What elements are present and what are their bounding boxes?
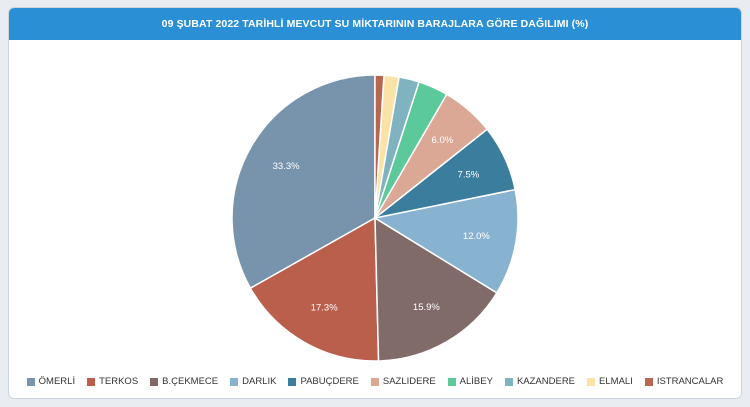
legend-label: KAZANDERE xyxy=(516,376,576,387)
legend-label: TERKOS xyxy=(99,376,139,387)
pie-slice-b.çekmece[interactable] xyxy=(374,216,498,362)
legend-label: B.ÇEKMECE xyxy=(162,376,219,387)
legend-swatch xyxy=(447,377,456,386)
slice-label-darlik: 12.0% xyxy=(463,231,490,242)
legend-item-istrancalar[interactable]: ISTRANCALAR xyxy=(644,376,724,387)
slice-label-ömerli̇: 33.3% xyxy=(273,161,300,172)
legend-item-elmali[interactable]: ELMALI xyxy=(587,376,633,387)
legend-swatch xyxy=(504,377,513,386)
legend-item-sazlidere[interactable]: SAZLIDERE xyxy=(370,376,436,387)
legend-label: DARLIK xyxy=(242,376,277,387)
legend-swatch xyxy=(644,377,653,386)
legend-item-kazandere[interactable]: KAZANDERE xyxy=(504,376,576,387)
pie-slice-darlik[interactable] xyxy=(372,188,519,294)
legend-item-b.çekmece[interactable]: B.ÇEKMECE xyxy=(150,376,218,387)
slice-label-sazlidere: 6.0% xyxy=(432,135,454,146)
legend-item-pabuçdere[interactable]: PABUÇDERE xyxy=(288,376,359,387)
slice-label-terkos: 17.3% xyxy=(311,303,338,314)
legend-swatch xyxy=(26,377,35,386)
legend-label: PABUÇDERE xyxy=(300,376,359,387)
legend-swatch xyxy=(230,377,239,386)
legend-label: ISTRANCALAR xyxy=(656,376,724,387)
slice-label-b.çekmece: 15.9% xyxy=(413,302,440,313)
pie-chart: 33.3% 17.3% 15.9% 12.0% 7.5% 6.0% xyxy=(231,74,519,362)
legend-item-terkos[interactable]: TERKOS xyxy=(87,376,138,387)
pie-slice-istrancalar[interactable] xyxy=(374,74,385,219)
chart-title: 09 ŞUBAT 2022 TARİHLİ MEVCUT SU MİKTARIN… xyxy=(9,8,741,40)
slice-label-pabuçdere: 7.5% xyxy=(458,170,480,181)
legend-label: ELMALI xyxy=(599,376,633,387)
legend-swatch xyxy=(587,377,596,386)
legend-label: ÖMERLİ xyxy=(38,376,76,387)
legend-item-darlik[interactable]: DARLIK xyxy=(230,376,276,387)
legend-swatch xyxy=(150,377,159,386)
legend-label: ALİBEY xyxy=(459,376,493,387)
pie-slice-terkos[interactable] xyxy=(249,216,380,362)
legend-swatch xyxy=(370,377,379,386)
legend-item-ömerli̇[interactable]: ÖMERLİ xyxy=(26,376,76,387)
legend-swatch xyxy=(87,377,96,386)
legend-label: SAZLIDERE xyxy=(382,376,436,387)
pie-slice-ömerli̇[interactable] xyxy=(231,74,376,290)
chart-area: 33.3% 17.3% 15.9% 12.0% 7.5% 6.0% xyxy=(9,40,741,398)
chart-card: 09 ŞUBAT 2022 TARİHLİ MEVCUT SU MİKTARIN… xyxy=(8,7,742,399)
chart-legend: ÖMERLİ TERKOS B.ÇEKMECE DARLIK PABUÇDERE SAZL… xyxy=(9,376,741,387)
legend-item-ali̇bey[interactable]: ALİBEY xyxy=(447,376,493,387)
legend-swatch xyxy=(288,377,297,386)
